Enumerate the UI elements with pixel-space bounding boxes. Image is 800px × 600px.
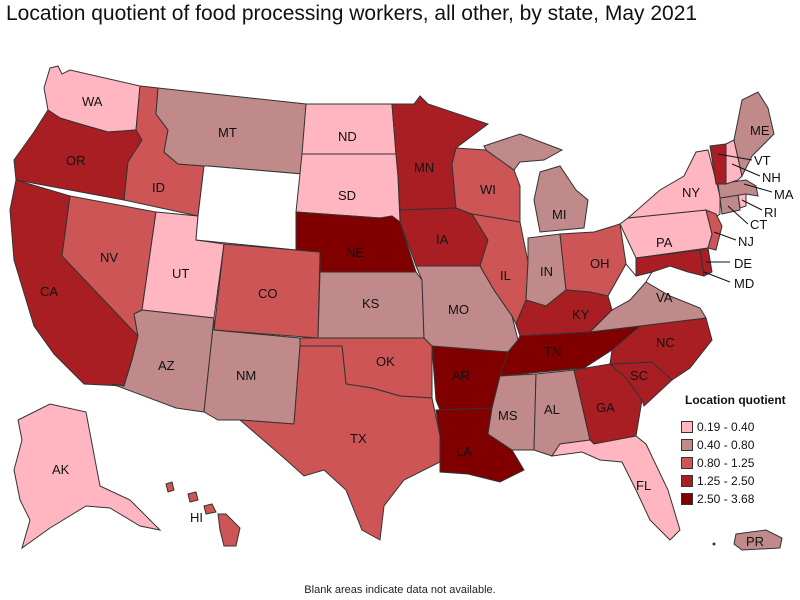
island-dot <box>712 542 716 546</box>
label-pa: PA <box>656 235 673 250</box>
legend-label: 0.19 - 0.40 <box>697 420 755 434</box>
label-mn: MN <box>414 160 434 175</box>
label-mo: MO <box>448 302 469 317</box>
label-nm: NM <box>236 368 256 383</box>
state-ak[interactable] <box>13 403 162 550</box>
legend-item: 2.50 - 3.68 <box>681 492 755 506</box>
label-la: LA <box>456 444 472 459</box>
legend-item: 1.25 - 2.50 <box>681 474 755 488</box>
label-id: ID <box>152 180 165 195</box>
label-co: CO <box>258 286 278 301</box>
state-me[interactable] <box>733 91 775 178</box>
label-ia: IA <box>436 232 449 247</box>
label-ks: KS <box>362 296 380 311</box>
label-ar: AR <box>452 368 470 383</box>
label-wa: WA <box>82 94 103 109</box>
legend-item: 0.40 - 0.80 <box>681 438 755 452</box>
legend-swatch <box>681 475 693 487</box>
state-nj[interactable] <box>705 209 723 251</box>
legend-label: 1.25 - 2.50 <box>697 474 755 488</box>
label-ak: AK <box>52 462 70 477</box>
legend-swatch <box>681 421 693 433</box>
label-me: ME <box>750 123 770 138</box>
state-mi[interactable] <box>483 133 589 233</box>
label-nh: NH <box>762 170 781 185</box>
label-il: IL <box>500 268 511 283</box>
label-sc: SC <box>630 368 648 383</box>
legend-item: 0.19 - 0.40 <box>681 420 755 434</box>
state-wv[interactable] <box>607 263 654 311</box>
label-ny: NY <box>682 185 700 200</box>
state-nh[interactable] <box>725 139 743 185</box>
label-al: AL <box>544 402 560 417</box>
label-ok: OK <box>376 354 395 369</box>
label-ut: UT <box>172 266 189 281</box>
label-ri: RI <box>764 205 777 220</box>
label-ct: CT <box>750 217 767 232</box>
legend-swatch <box>681 457 693 469</box>
label-ne: NE <box>346 245 364 260</box>
label-ga: GA <box>596 400 615 415</box>
label-ky: KY <box>572 307 590 322</box>
label-leaders <box>703 153 773 283</box>
label-vt: VT <box>754 153 771 168</box>
state-wy[interactable] <box>195 165 303 251</box>
label-ms: MS <box>498 408 518 423</box>
label-mt: MT <box>218 125 237 140</box>
map-title: Location quotient of food processing wor… <box>6 2 698 25</box>
label-ca: CA <box>40 284 58 299</box>
label-ma: MA <box>774 187 794 202</box>
label-nv: NV <box>100 250 118 265</box>
state-fl[interactable] <box>550 435 681 541</box>
label-or: OR <box>66 153 86 168</box>
state-ma[interactable] <box>717 179 759 199</box>
label-sd: SD <box>338 188 356 203</box>
legend-swatch <box>681 493 693 505</box>
label-fl: FL <box>636 478 651 493</box>
label-oh: OH <box>590 256 610 271</box>
state-pr[interactable] <box>733 529 783 551</box>
state-tx[interactable] <box>238 345 441 541</box>
label-mi: MI <box>552 207 566 222</box>
legend-label: 2.50 - 3.68 <box>697 492 755 506</box>
label-in: IN <box>540 264 553 279</box>
label-hi: HI <box>190 510 203 525</box>
legend-label: 0.80 - 1.25 <box>697 456 755 470</box>
state-nc[interactable] <box>609 317 713 381</box>
label-tx: TX <box>350 431 367 446</box>
legend-label: 0.40 - 0.80 <box>697 438 755 452</box>
label-nc: NC <box>656 335 675 350</box>
legend-item: 0.80 - 1.25 <box>681 456 755 470</box>
legend-title: Location quotient <box>685 393 786 407</box>
label-de: DE <box>734 256 752 271</box>
state-ny[interactable] <box>626 149 721 221</box>
label-nd: ND <box>338 129 357 144</box>
state-labels: WA OR CA ID NV UT AZ MT CO NM ND SD NE K… <box>40 94 794 549</box>
legend-swatch <box>681 439 693 451</box>
footnote: Blank areas indicate data not available. <box>304 584 496 596</box>
label-nj: NJ <box>738 234 754 249</box>
label-pr: PR <box>746 534 764 549</box>
label-md: MD <box>734 276 754 291</box>
state-hi[interactable] <box>165 481 241 547</box>
state-il[interactable] <box>470 213 529 326</box>
label-tn: TN <box>544 344 561 359</box>
label-va: VA <box>656 290 673 305</box>
label-az: AZ <box>158 358 175 373</box>
label-wi: WI <box>480 182 496 197</box>
